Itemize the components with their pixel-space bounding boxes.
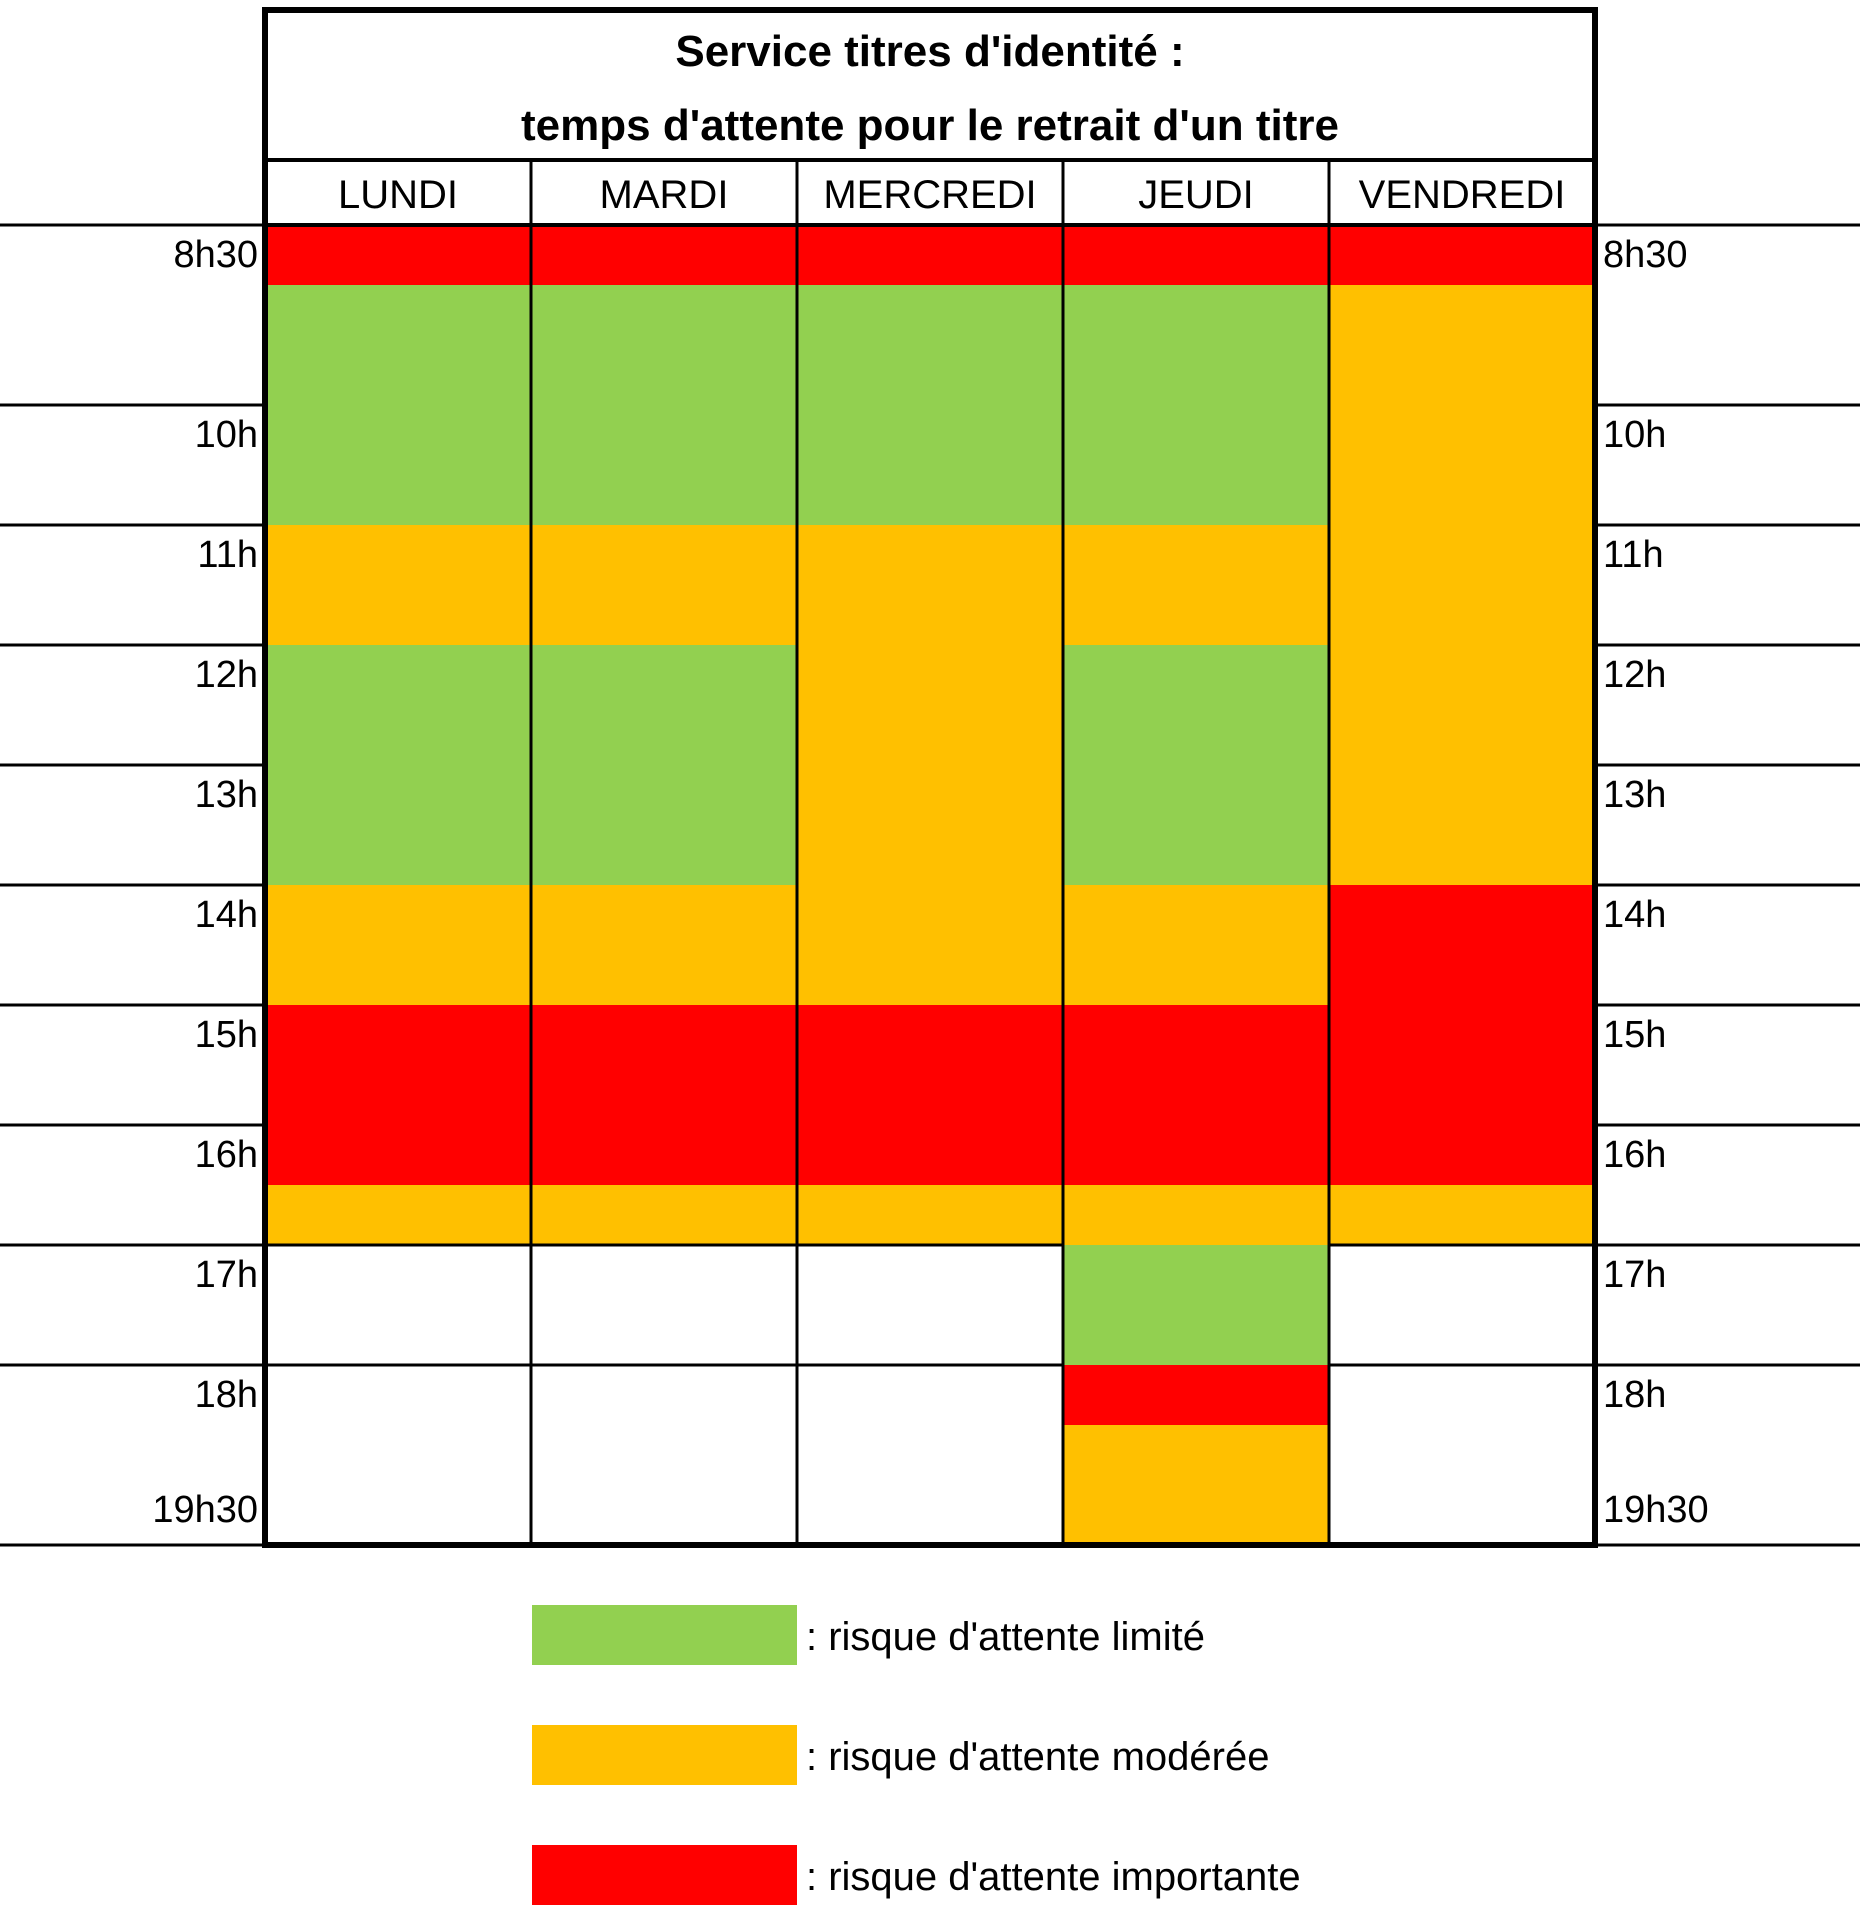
cell-moderee xyxy=(1329,1185,1595,1245)
hour-label-right: 15h xyxy=(1603,1014,1666,1056)
hour-label-right: 13h xyxy=(1603,774,1666,816)
hour-label-left: 17h xyxy=(195,1254,258,1296)
cell-importante xyxy=(1329,225,1595,285)
cell-importante xyxy=(1063,225,1329,285)
legend-swatch-moderee xyxy=(532,1725,797,1785)
cell-limite xyxy=(265,645,531,885)
cell-limite xyxy=(1063,645,1329,885)
cell-limite xyxy=(531,285,797,525)
cell-moderee xyxy=(1063,525,1329,645)
cell-limite xyxy=(265,285,531,525)
hour-label-right: 19h30 xyxy=(1603,1489,1709,1531)
hour-label-left: 12h xyxy=(195,654,258,696)
hour-label-right: 18h xyxy=(1603,1374,1666,1416)
cell-importante xyxy=(531,225,797,285)
day-header: JEUDI xyxy=(1138,173,1254,217)
hour-label-right: 16h xyxy=(1603,1134,1666,1176)
cell-importante xyxy=(1329,885,1595,1185)
cell-limite xyxy=(531,645,797,885)
cell-importante xyxy=(531,1005,797,1185)
cell-moderee xyxy=(531,885,797,1005)
cell-moderee xyxy=(1329,285,1595,885)
hour-label-right: 11h xyxy=(1603,534,1664,576)
legend-label-moderee: : risque d'attente modérée xyxy=(806,1735,1269,1779)
cell-moderee xyxy=(1063,1185,1329,1245)
cell-importante xyxy=(797,1005,1063,1185)
hour-label-left: 15h xyxy=(195,1014,258,1056)
day-header: LUNDI xyxy=(338,173,458,217)
legend-label-limite: : risque d'attente limité xyxy=(806,1615,1205,1659)
cell-importante xyxy=(265,225,531,285)
chart-title-line2: temps d'attente pour le retrait d'un tit… xyxy=(521,101,1339,150)
chart-title-line1: Service titres d'identité : xyxy=(675,27,1184,76)
cell-moderee xyxy=(265,525,531,645)
legend: : risque d'attente limité : risque d'atte… xyxy=(532,1605,1301,1905)
cell-importante xyxy=(797,225,1063,285)
hour-label-left: 8h30 xyxy=(173,234,258,276)
hour-label-right: 14h xyxy=(1603,894,1666,936)
cell-moderee xyxy=(1063,885,1329,1005)
schedule-cells xyxy=(265,225,1595,1545)
table-frame xyxy=(262,7,1598,1548)
hour-label-left: 19h30 xyxy=(152,1489,258,1531)
hour-label-right: 17h xyxy=(1603,1254,1666,1296)
hour-label-left: 14h xyxy=(195,894,258,936)
hour-label-left: 11h xyxy=(197,534,258,576)
cell-limite xyxy=(797,285,1063,525)
grid-lines xyxy=(0,7,1860,1548)
hour-label-left: 13h xyxy=(195,774,258,816)
day-header: MERCREDI xyxy=(823,173,1036,217)
cell-moderee xyxy=(265,1185,531,1245)
cell-limite xyxy=(1063,1245,1329,1365)
hour-label-right: 12h xyxy=(1603,654,1666,696)
cell-moderee xyxy=(797,1185,1063,1245)
legend-swatch-importante xyxy=(532,1845,797,1905)
cell-importante xyxy=(1063,1005,1329,1185)
cell-moderee xyxy=(531,525,797,645)
cell-moderee xyxy=(265,885,531,1005)
hour-label-right: 10h xyxy=(1603,414,1666,456)
cell-moderee xyxy=(797,525,1063,1005)
hour-label-right: 8h30 xyxy=(1603,234,1688,276)
cell-importante xyxy=(265,1005,531,1185)
legend-label-importante: : risque d'attente importante xyxy=(806,1855,1301,1899)
cell-moderee xyxy=(1063,1425,1329,1545)
hour-label-left: 18h xyxy=(195,1374,258,1416)
day-header: VENDREDI xyxy=(1359,173,1566,217)
cell-limite xyxy=(1063,285,1329,525)
axis-labels: LUNDI MARDI MERCREDI JEUDI VENDREDI 8h30 8h30 1… xyxy=(152,173,1708,1531)
legend-swatch-limite xyxy=(532,1605,797,1665)
day-header: MARDI xyxy=(600,173,729,217)
hour-label-left: 16h xyxy=(195,1134,258,1176)
cell-importante xyxy=(1063,1365,1329,1425)
cell-moderee xyxy=(531,1185,797,1245)
hour-label-left: 10h xyxy=(195,414,258,456)
